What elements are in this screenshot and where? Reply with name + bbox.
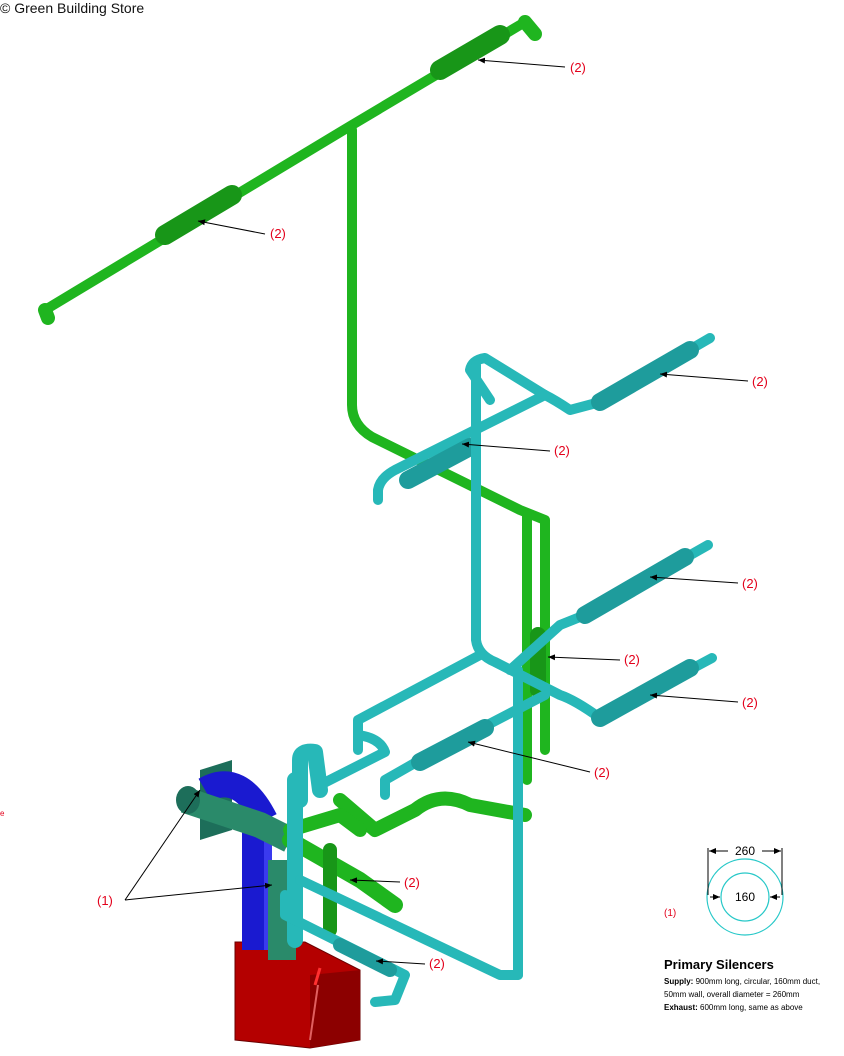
copyright-text: © Green Building Store (0, 0, 145, 16)
callout-silencer: (2) (570, 60, 586, 75)
callout-unit: (1) (97, 893, 113, 908)
legend-supply-line: Supply: 900mm long, circular, 160mm duct… (664, 975, 842, 988)
callout-silencer: (2) (554, 443, 570, 458)
legend: Primary Silencers Supply: 900mm long, ci… (664, 957, 842, 1014)
supply-label: Supply: (664, 977, 694, 986)
legend-title: Primary Silencers (664, 957, 774, 972)
callout-silencer: (2) (594, 765, 610, 780)
mvhr-unit (234, 941, 361, 1049)
inner-diameter-label: 160 (735, 890, 755, 904)
callout-silencer: (2) (742, 695, 758, 710)
detail-ref-label: (1) (664, 908, 676, 919)
outer-diameter-label: 260 (735, 844, 755, 858)
callout-silencer: (2) (742, 576, 758, 591)
callout-silencer: (2) (429, 956, 445, 971)
legend-supply-line2: 50mm wall, overall diameter = 260mm (664, 990, 800, 999)
callout-silencer: (2) (270, 226, 286, 241)
exhaust-label: Exhaust: (664, 1003, 698, 1012)
supply-text: 900mm long, circular, 160mm duct, (693, 977, 821, 986)
stray-mark: e (0, 809, 5, 818)
legend-exhaust-line: Exhaust: 600mm long, same as above (664, 1001, 842, 1014)
leader-lines (124, 57, 749, 965)
supply-ductwork (38, 15, 550, 937)
callout-silencer: (2) (624, 652, 640, 667)
extract-ductwork (280, 333, 717, 1007)
callout-labels: (2) (2) (2) (2) (2) (2) (2) (2) (2) (2) … (0, 60, 768, 971)
callout-silencer: (2) (404, 875, 420, 890)
silencer-section-detail: 260 160 (1) (664, 844, 784, 936)
callout-silencer: (2) (752, 374, 768, 389)
exhaust-text: 600mm long, same as above (697, 1003, 803, 1012)
blue-intake-duct (176, 760, 296, 960)
